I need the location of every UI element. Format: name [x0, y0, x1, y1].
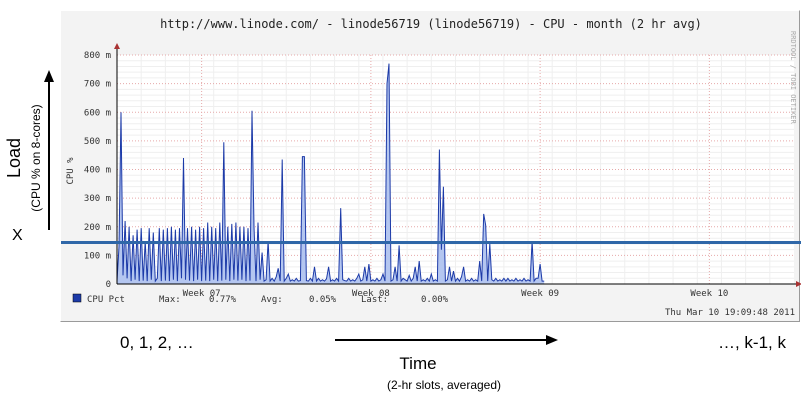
legend-max-value: 0.77%	[209, 295, 237, 305]
legend-swatch	[72, 293, 82, 303]
rrdtool-credit: RRDTOOL / TOBI OETIKER	[789, 31, 797, 125]
legend-last-label: Last:	[361, 295, 388, 305]
x-marker-label: X	[12, 227, 23, 244]
series-line	[116, 63, 545, 283]
legend-series-label: CPU Pct	[87, 295, 125, 305]
y-tick-label: 100 m	[84, 251, 111, 261]
time-arrow-head	[546, 335, 558, 345]
y-axis-label: CPU %	[66, 157, 76, 185]
load-title: Load	[4, 138, 24, 178]
load-annotation: Load (CPU % on 8-cores) X	[4, 70, 54, 244]
y-tick-label: 800 m	[84, 51, 111, 61]
y-tick-label: 600 m	[84, 108, 111, 118]
y-tick-label: 700 m	[84, 80, 111, 90]
legend-max-label: Max:	[159, 295, 181, 305]
y-tick-label: 200 m	[84, 223, 111, 233]
x-tick-label: Week 08	[352, 289, 390, 299]
time-title: Time	[399, 354, 436, 373]
chart-title: http://www.linode.com/ - linode56719 (li…	[160, 17, 702, 31]
start-slots-label: 0, 1, 2, …	[120, 333, 194, 352]
legend-avg-value: 0.05%	[309, 295, 337, 305]
time-annotation: 0, 1, 2, … …, k-1, k Time (2-hr slots, a…	[120, 333, 787, 392]
y-axis-arrow	[114, 43, 120, 49]
cpu-chart: 0 100 m 200 m 300 m 400 m 500 m 600 m 700 m 800 …	[61, 17, 801, 318]
x-tick-label: Week 10	[690, 289, 728, 299]
rrd-graph-panel: 0 100 m 200 m 300 m 400 m 500 m 600 m 700 m 800 …	[60, 10, 801, 322]
end-slots-label: …, k-1, k	[718, 333, 787, 352]
legend-last-value: 0.00%	[421, 295, 449, 305]
x-tick-label: Week 07	[183, 289, 221, 299]
y-tick-label: 300 m	[84, 194, 111, 204]
chart-timestamp: Thu Mar 10 19:09:48 2011	[665, 308, 795, 318]
y-tick-label: 0	[106, 280, 111, 290]
time-subtitle: (2-hr slots, averaged)	[387, 378, 501, 392]
y-tick-label: 400 m	[84, 166, 111, 176]
y-tick-label: 500 m	[84, 137, 111, 147]
x-axis-arrow	[796, 281, 801, 287]
x-tick-label: Week 09	[521, 289, 559, 299]
load-subtitle: (CPU % on 8-cores)	[29, 104, 43, 211]
load-arrow-head	[44, 70, 54, 82]
legend-avg-label: Avg:	[261, 295, 283, 305]
series-area	[117, 63, 545, 284]
